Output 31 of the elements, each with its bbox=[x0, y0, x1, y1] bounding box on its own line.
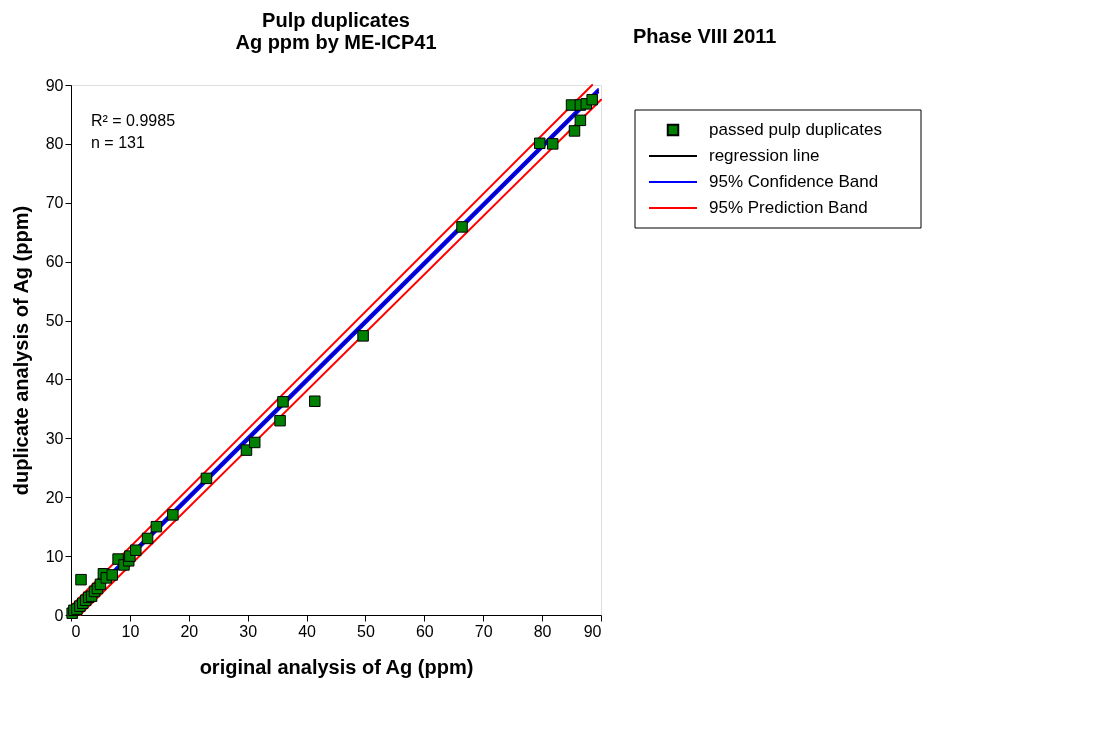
x-tick-label: 60 bbox=[415, 622, 434, 640]
y-tick-label: 40 bbox=[45, 370, 64, 388]
y-tick-label: 10 bbox=[45, 547, 64, 565]
annotation: n = 131 bbox=[91, 134, 145, 151]
x-tick-label: 20 bbox=[180, 622, 199, 640]
y-tick-label: 0 bbox=[54, 606, 64, 624]
y-tick-label: 90 bbox=[45, 76, 64, 94]
legend-label: 95% Confidence Band bbox=[709, 172, 879, 191]
y-tick-label: 30 bbox=[45, 429, 64, 447]
x-axis-title: original analysis of Ag (ppm) bbox=[199, 655, 474, 678]
y-tick-label: 70 bbox=[45, 194, 64, 212]
x-tick-label: 10 bbox=[121, 622, 140, 640]
y-tick-label: 20 bbox=[45, 488, 64, 506]
text: Phase VIII 2011 bbox=[633, 25, 777, 47]
text: Ag ppm by ME-ICP41 bbox=[235, 31, 437, 53]
legend-label: passed pulp duplicates bbox=[709, 120, 882, 139]
x-tick-label: 0 bbox=[71, 622, 81, 640]
x-tick-label: 40 bbox=[298, 622, 317, 640]
y-tick-label: 80 bbox=[45, 135, 64, 153]
y-axis-title: duplicate analysis of Ag (ppm) bbox=[9, 205, 32, 496]
y-tick-label: 50 bbox=[45, 312, 64, 330]
legend-label: regression line bbox=[709, 146, 820, 165]
text: Pulp duplicates bbox=[262, 9, 410, 31]
x-tick-label: 70 bbox=[474, 622, 493, 640]
y-tick-label: 60 bbox=[45, 253, 64, 271]
x-tick-label: 50 bbox=[357, 622, 375, 640]
x-tick-label: 30 bbox=[239, 622, 258, 640]
legend-label: 95% Prediction Band bbox=[709, 198, 868, 217]
annotation: R² = 0.9985 bbox=[91, 112, 176, 129]
x-tick-label: 90 bbox=[583, 622, 602, 640]
x-tick-label: 80 bbox=[533, 622, 552, 640]
